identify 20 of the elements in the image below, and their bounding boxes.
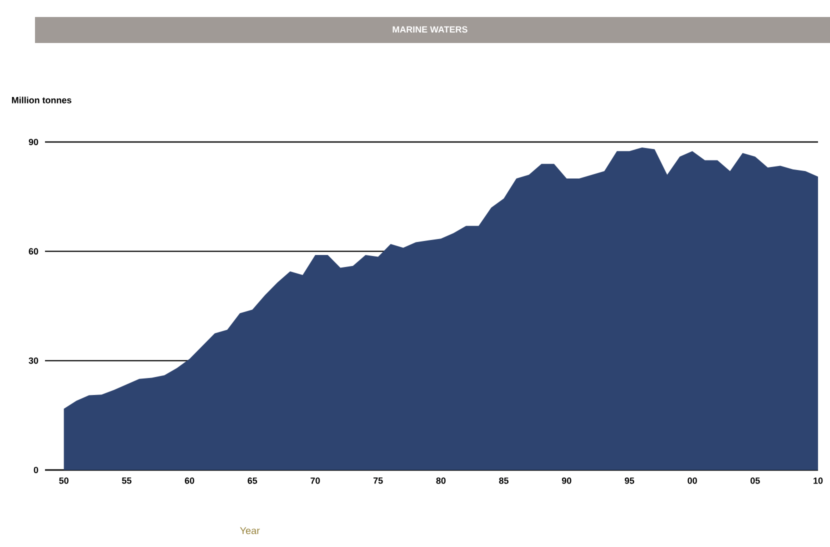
x-tick-label: 85: [499, 478, 509, 484]
x-tick-label: 80: [436, 478, 446, 484]
x-tick-label: 90: [562, 478, 572, 484]
x-tick-label: 10: [814, 478, 823, 484]
x-tick-label: 65: [248, 478, 258, 484]
x-tick-label: 00: [688, 478, 697, 484]
x-tick-label: 75: [373, 478, 383, 484]
x-tick-label: 55: [122, 478, 132, 484]
x-tick-label: 50: [59, 478, 68, 484]
chart-title: MARINE WATERS: [392, 26, 468, 33]
y-axis-title: Million tonnes: [12, 96, 72, 104]
y-tick-label: 90: [28, 138, 38, 146]
x-tick-label: 70: [310, 478, 320, 484]
x-tick-label: 95: [624, 478, 634, 484]
y-tick-label: 0: [34, 466, 38, 474]
x-tick-label: 60: [184, 478, 194, 484]
x-tick-label: 05: [750, 478, 760, 484]
y-tick-label: 60: [28, 248, 38, 255]
y-tick-label: 30: [28, 357, 38, 364]
x-axis-title: Year: [240, 527, 260, 534]
